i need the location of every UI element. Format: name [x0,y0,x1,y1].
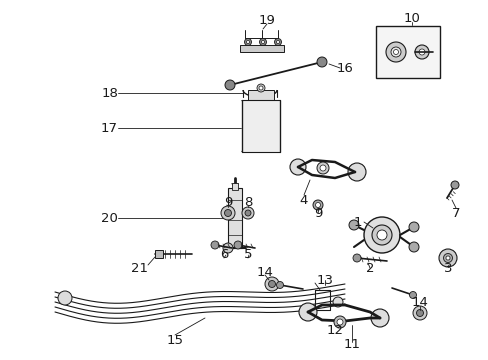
Circle shape [445,256,449,260]
Text: 8: 8 [244,195,252,208]
Circle shape [316,162,328,174]
Circle shape [370,309,388,327]
Circle shape [333,316,346,328]
Circle shape [210,241,219,249]
Text: 15: 15 [166,333,183,346]
Text: 17: 17 [101,122,118,135]
Circle shape [438,249,456,267]
Text: 13: 13 [316,274,333,287]
Bar [247,90,273,100]
Circle shape [319,165,325,171]
Circle shape [393,50,398,54]
Circle shape [298,303,316,321]
Circle shape [234,241,242,249]
Text: 14: 14 [256,266,273,279]
Text: 21: 21 [131,261,148,274]
Circle shape [242,207,253,219]
Circle shape [385,42,405,62]
Bar [240,45,284,52]
Text: 6: 6 [220,248,228,261]
Circle shape [352,254,360,262]
Circle shape [244,39,251,45]
Circle shape [224,210,231,216]
Circle shape [347,163,365,181]
Text: 11: 11 [343,338,360,351]
Text: 18: 18 [101,86,118,99]
Text: 20: 20 [101,212,118,225]
Circle shape [223,243,232,253]
Circle shape [376,230,386,240]
Circle shape [276,282,283,288]
Circle shape [450,181,458,189]
Text: 14: 14 [411,296,427,309]
Circle shape [316,57,326,67]
Circle shape [418,49,424,55]
Text: 7: 7 [451,207,459,220]
Circle shape [246,41,249,44]
Text: 5: 5 [243,248,252,261]
Text: 9: 9 [313,207,322,220]
Circle shape [289,159,305,175]
Circle shape [408,242,418,252]
Circle shape [414,45,428,59]
Text: 9: 9 [224,195,232,208]
Text: 19: 19 [258,14,275,27]
Circle shape [412,306,426,320]
Circle shape [408,222,418,232]
Bar [155,250,163,258]
Text: 2: 2 [365,261,373,274]
Text: 12: 12 [326,324,343,337]
Circle shape [276,41,279,44]
Circle shape [274,39,281,45]
Circle shape [221,206,235,220]
Circle shape [315,202,320,207]
Circle shape [268,280,275,288]
Circle shape [312,200,323,210]
Circle shape [257,84,264,92]
Text: 10: 10 [403,12,420,24]
Bar [231,183,238,190]
Circle shape [390,47,400,57]
Circle shape [264,277,279,291]
Circle shape [259,39,266,45]
Circle shape [416,310,423,316]
Circle shape [261,41,264,44]
Bar [375,26,439,78]
Circle shape [224,80,235,90]
Circle shape [259,86,263,90]
Circle shape [371,225,391,245]
Circle shape [58,291,72,305]
Circle shape [408,292,416,298]
Circle shape [363,217,399,253]
Text: 3: 3 [443,261,451,274]
Circle shape [443,253,451,262]
Text: 4: 4 [299,194,307,207]
Circle shape [332,297,342,307]
Circle shape [348,220,358,230]
Text: 16: 16 [336,62,353,75]
Circle shape [336,319,342,325]
Bar [242,100,280,152]
Bar [227,188,242,248]
Circle shape [244,210,250,216]
Text: 1: 1 [353,216,361,229]
